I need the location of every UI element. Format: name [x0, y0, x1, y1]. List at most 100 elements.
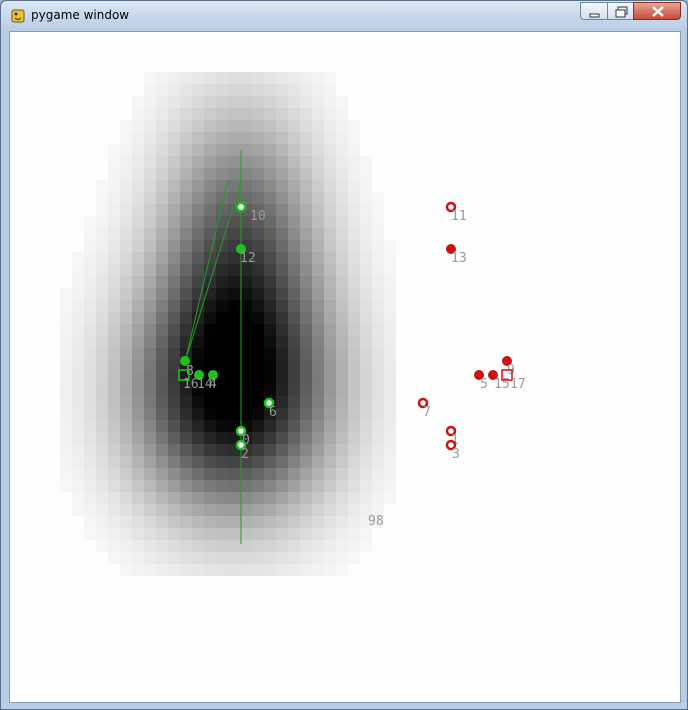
blob-cell	[180, 228, 192, 240]
blob-cell	[180, 120, 192, 132]
blob-cell	[324, 156, 336, 168]
blob-cell	[252, 540, 264, 552]
blob-cell	[276, 276, 288, 288]
blob-cell	[300, 144, 312, 156]
blob-cell	[216, 552, 228, 564]
red-point-marker-17	[501, 369, 513, 381]
blob-cell	[120, 204, 132, 216]
blob-cell	[168, 480, 180, 492]
blob-cell	[60, 384, 72, 396]
blob-cell	[228, 180, 240, 192]
blob-cell	[372, 396, 384, 408]
title-bar[interactable]: pygame window	[1, 1, 687, 30]
blob-cell	[336, 324, 348, 336]
blob-cell	[108, 300, 120, 312]
blob-cell	[288, 492, 300, 504]
blob-cell	[264, 384, 276, 396]
blob-cell	[288, 264, 300, 276]
blob-cell	[168, 444, 180, 456]
blob-cell	[192, 432, 204, 444]
blob-cell	[324, 420, 336, 432]
blob-cell	[300, 396, 312, 408]
blob-cell	[372, 420, 384, 432]
blob-cell	[228, 456, 240, 468]
blob-cell	[108, 492, 120, 504]
blob-cell	[384, 300, 396, 312]
green-point-marker-14	[194, 370, 204, 380]
blob-cell	[156, 480, 168, 492]
blob-cell	[180, 288, 192, 300]
blob-cell	[216, 540, 228, 552]
blob-cell	[216, 384, 228, 396]
blob-cell	[120, 408, 132, 420]
blob-cell	[312, 564, 324, 576]
blob-cell	[240, 456, 252, 468]
blob-cell	[348, 192, 360, 204]
blob-cell	[360, 456, 372, 468]
blob-cell	[372, 288, 384, 300]
blob-cell	[144, 516, 156, 528]
blob-cell	[120, 396, 132, 408]
green-point-label-10: 10	[250, 209, 266, 224]
blob-cell	[120, 264, 132, 276]
blob-cell	[288, 108, 300, 120]
blob-cell	[144, 192, 156, 204]
blob-cell	[108, 432, 120, 444]
blob-cell	[312, 228, 324, 240]
blob-cell	[156, 396, 168, 408]
blob-cell	[228, 360, 240, 372]
blob-cell	[120, 420, 132, 432]
blob-cell	[300, 444, 312, 456]
blob-cell	[300, 552, 312, 564]
blob-cell	[336, 432, 348, 444]
blob-cell	[348, 408, 360, 420]
red-point-label-13: 13	[451, 251, 467, 266]
blob-cell	[300, 372, 312, 384]
blob-cell	[216, 120, 228, 132]
blob-cell	[96, 252, 108, 264]
blob-cell	[132, 528, 144, 540]
blob-cell	[144, 72, 156, 84]
blob-cell	[348, 144, 360, 156]
close-button[interactable]	[633, 2, 681, 20]
blob-cell	[324, 180, 336, 192]
blob-cell	[120, 480, 132, 492]
blob-cell	[180, 96, 192, 108]
blob-cell	[96, 360, 108, 372]
blob-cell	[120, 168, 132, 180]
blob-cell	[324, 396, 336, 408]
pygame-canvas[interactable]: 10 12 8 16 14 4 6 0 2 11 13 9 5 15 17 7 1 3 98	[9, 31, 681, 703]
minimize-button[interactable]	[580, 2, 608, 20]
blob-cell	[252, 324, 264, 336]
blob-cell	[72, 480, 84, 492]
blob-cell	[360, 468, 372, 480]
maximize-button[interactable]	[607, 2, 634, 20]
blob-cell	[300, 564, 312, 576]
blob-cell	[192, 360, 204, 372]
blob-cell	[360, 408, 372, 420]
blob-cell	[144, 540, 156, 552]
blob-cell	[312, 156, 324, 168]
blob-cell	[384, 456, 396, 468]
blob-cell	[144, 108, 156, 120]
blob-cell	[312, 360, 324, 372]
blob-cell	[108, 192, 120, 204]
blob-cell	[120, 516, 132, 528]
blob-cell	[144, 420, 156, 432]
blob-cell	[192, 204, 204, 216]
blob-cell	[180, 516, 192, 528]
green-point-label-0: 0	[242, 433, 250, 448]
blob-cell	[168, 192, 180, 204]
blob-cell	[180, 324, 192, 336]
blob-cell	[60, 372, 72, 384]
blob-cell	[372, 276, 384, 288]
blob-cell	[120, 324, 132, 336]
blob-cell	[192, 348, 204, 360]
blob-cell	[120, 444, 132, 456]
blob-cell	[324, 516, 336, 528]
blob-cell	[240, 96, 252, 108]
blob-cell	[84, 216, 96, 228]
blob-cell	[228, 276, 240, 288]
blob-cell	[216, 360, 228, 372]
